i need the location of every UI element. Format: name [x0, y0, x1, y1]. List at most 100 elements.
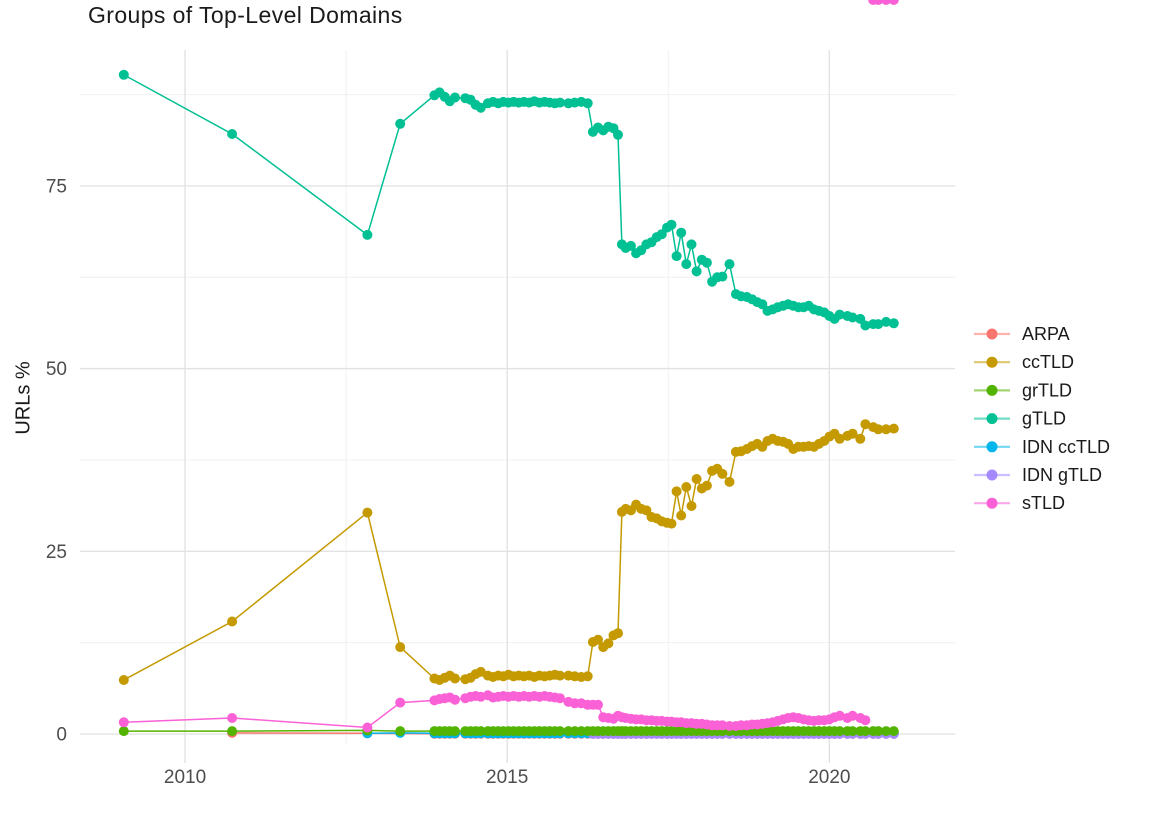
data-point	[888, 726, 899, 737]
data-point	[834, 726, 845, 737]
data-point	[834, 433, 845, 444]
data-point	[834, 710, 845, 721]
data-point	[724, 259, 735, 270]
data-point	[888, 423, 899, 434]
data-point	[227, 129, 238, 139]
data-point	[671, 251, 682, 262]
data-point	[873, 726, 884, 737]
data-point	[691, 266, 702, 277]
y-tick-label: 75	[46, 176, 67, 197]
data-point	[681, 259, 692, 270]
legend-key-point	[986, 497, 998, 509]
legend-label: gTLD	[1022, 409, 1066, 429]
data-point	[881, 0, 892, 5]
legend-item-IDN ccTLD: IDN ccTLD	[974, 437, 1110, 457]
data-point	[395, 697, 406, 708]
legend-key-point	[986, 356, 998, 368]
data-point	[227, 713, 238, 723]
legend-key-point	[986, 384, 998, 396]
data-point	[450, 726, 460, 737]
series-grTLD	[118, 725, 899, 737]
data-point	[888, 0, 899, 5]
data-point	[860, 715, 871, 726]
data-point	[450, 694, 460, 705]
data-point	[582, 98, 593, 109]
data-point	[395, 642, 406, 653]
data-point	[362, 229, 373, 240]
data-point	[881, 316, 892, 327]
data-point	[717, 271, 728, 282]
legend-item-ARPA: ARPA	[974, 324, 1070, 344]
data-point	[724, 476, 735, 487]
data-point	[450, 92, 460, 103]
data-point	[118, 726, 129, 737]
data-point	[555, 97, 565, 108]
data-point	[671, 486, 682, 497]
data-point	[676, 227, 687, 238]
data-point	[847, 428, 858, 439]
legend-item-gTLD: gTLD	[974, 409, 1066, 429]
data-point	[873, 424, 884, 435]
data-point	[613, 129, 623, 140]
data-point	[362, 722, 373, 733]
legend-key-point	[986, 441, 998, 453]
data-point	[855, 433, 866, 444]
legend-label: ARPA	[1022, 324, 1070, 344]
data-point	[701, 480, 712, 491]
data-point	[847, 710, 858, 721]
series-ccTLD	[118, 419, 899, 685]
data-point	[681, 482, 692, 492]
data-point	[691, 474, 702, 484]
legend-item-ccTLD: ccTLD	[974, 352, 1074, 372]
data-point	[593, 634, 603, 645]
legend-label: sTLD	[1022, 493, 1065, 513]
legend-label: ccTLD	[1022, 352, 1074, 372]
series-sTLD	[118, 0, 899, 733]
data-point	[888, 318, 899, 329]
y-tick-label: 0	[56, 725, 67, 746]
data-point	[847, 312, 858, 323]
data-point	[395, 726, 406, 737]
legend-key-point	[986, 469, 998, 481]
data-point	[593, 699, 603, 710]
legend-item-IDN gTLD: IDN gTLD	[974, 465, 1102, 485]
data-point	[881, 424, 892, 435]
data-point	[227, 726, 238, 737]
data-point	[701, 257, 712, 268]
data-point	[555, 670, 565, 681]
data-point	[362, 507, 373, 518]
chart-title: Groups of Top-Level Domains	[88, 2, 403, 28]
data-point	[676, 510, 687, 521]
x-tick-label: 2010	[164, 767, 206, 788]
data-point	[227, 616, 238, 627]
y-axis-title: URLs %	[12, 361, 35, 435]
data-point	[860, 320, 871, 331]
data-point	[860, 726, 871, 737]
data-point	[666, 518, 677, 529]
data-point	[555, 693, 565, 704]
legend-item-sTLD: sTLD	[974, 493, 1065, 513]
data-point	[475, 726, 486, 737]
data-point	[625, 240, 636, 251]
legend-label: IDN ccTLD	[1022, 437, 1110, 457]
data-point	[686, 501, 697, 511]
series-gTLD	[118, 69, 899, 331]
series-line	[123, 423, 894, 681]
data-point	[847, 726, 858, 737]
data-point	[118, 69, 129, 80]
x-tick-label: 2015	[486, 767, 528, 788]
legend-item-grTLD: grTLD	[974, 380, 1072, 400]
legend-key-point	[986, 413, 998, 425]
data-point	[555, 726, 565, 737]
data-point	[613, 628, 623, 639]
y-tick-label: 25	[46, 542, 67, 563]
legend-label: IDN gTLD	[1022, 465, 1102, 485]
data-point	[873, 0, 884, 5]
data-point	[450, 673, 460, 684]
data-point	[603, 638, 614, 649]
data-point	[834, 309, 845, 320]
legend-key-point	[986, 328, 998, 340]
legend-label: grTLD	[1022, 380, 1072, 400]
